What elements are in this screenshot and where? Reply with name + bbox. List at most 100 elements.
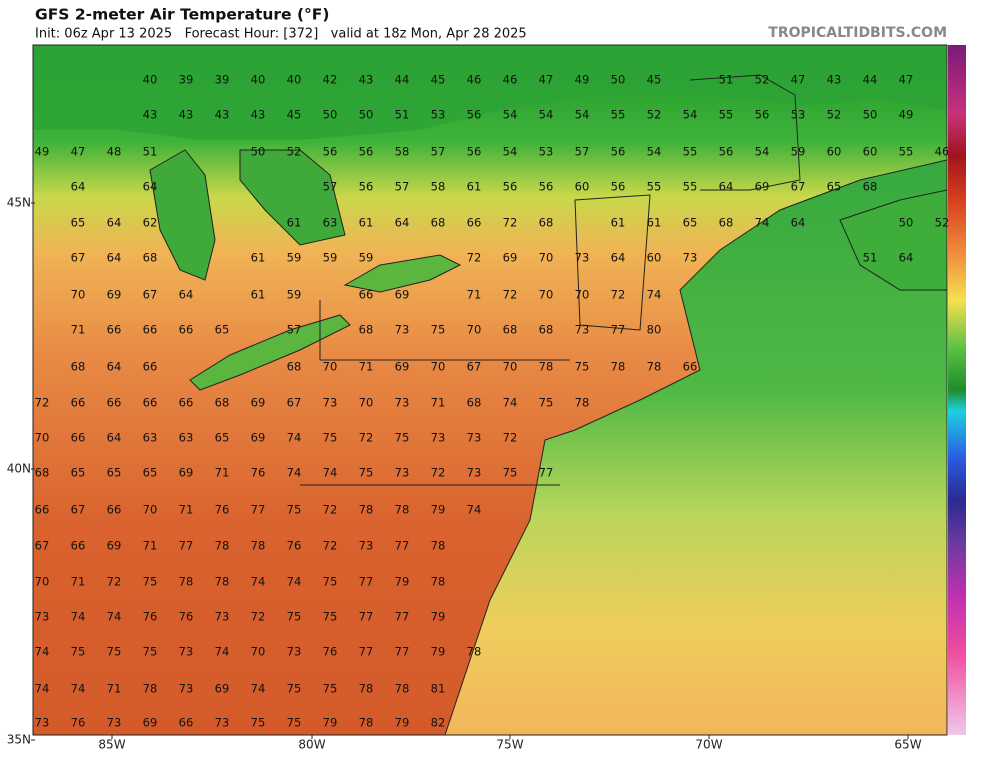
station-value: 53 xyxy=(791,108,806,122)
station-value: 73 xyxy=(323,396,338,410)
station-value: 45 xyxy=(431,73,446,87)
station-value: 78 xyxy=(575,396,590,410)
station-value: 73 xyxy=(215,716,230,730)
station-value: 78 xyxy=(395,503,410,517)
station-value: 55 xyxy=(899,145,914,159)
station-value: 43 xyxy=(359,73,374,87)
station-value: 54 xyxy=(647,145,662,159)
station-value: 61 xyxy=(611,216,626,230)
station-value: 62 xyxy=(143,216,158,230)
station-value: 40 xyxy=(251,73,266,87)
station-value: 52 xyxy=(287,145,302,159)
station-value: 51 xyxy=(395,108,410,122)
station-value: 58 xyxy=(395,145,410,159)
station-value: 56 xyxy=(539,180,554,194)
station-value: 78 xyxy=(395,682,410,696)
station-value: 68 xyxy=(35,466,50,480)
station-value: 66 xyxy=(143,360,158,374)
station-value: 73 xyxy=(467,431,482,445)
station-value: 43 xyxy=(215,108,230,122)
station-value: 68 xyxy=(863,180,878,194)
station-value: 80 xyxy=(647,323,662,337)
station-value: 56 xyxy=(719,145,734,159)
station-value: 66 xyxy=(683,360,698,374)
station-value: 75 xyxy=(107,645,122,659)
station-value: 72 xyxy=(503,288,518,302)
station-value: 75 xyxy=(539,396,554,410)
station-value: 75 xyxy=(251,716,266,730)
station-value: 71 xyxy=(467,288,482,302)
station-value: 79 xyxy=(395,716,410,730)
title: GFS 2-meter Air Temperature (°F) xyxy=(35,6,329,24)
station-value: 60 xyxy=(827,145,842,159)
station-value: 71 xyxy=(179,503,194,517)
station-value: 43 xyxy=(179,108,194,122)
station-value: 51 xyxy=(143,145,158,159)
station-value: 56 xyxy=(503,180,518,194)
station-value: 77 xyxy=(359,610,374,624)
station-value: 75 xyxy=(431,323,446,337)
station-value: 70 xyxy=(503,360,518,374)
station-value: 66 xyxy=(359,288,374,302)
station-value: 63 xyxy=(143,431,158,445)
station-value: 43 xyxy=(251,108,266,122)
station-value: 75 xyxy=(575,360,590,374)
station-value: 50 xyxy=(359,108,374,122)
station-value: 69 xyxy=(395,360,410,374)
station-value: 61 xyxy=(359,216,374,230)
station-value: 76 xyxy=(215,503,230,517)
station-value: 66 xyxy=(35,503,50,517)
station-value: 46 xyxy=(935,145,950,159)
station-value: 69 xyxy=(251,431,266,445)
station-value: 72 xyxy=(251,610,266,624)
station-value: 73 xyxy=(575,323,590,337)
station-value: 66 xyxy=(107,503,122,517)
station-value: 70 xyxy=(323,360,338,374)
station-value: 71 xyxy=(71,323,86,337)
station-value: 74 xyxy=(215,645,230,659)
station-value: 73 xyxy=(107,716,122,730)
station-value: 78 xyxy=(467,645,482,659)
station-value: 56 xyxy=(467,145,482,159)
station-value: 61 xyxy=(467,180,482,194)
station-value: 78 xyxy=(611,360,626,374)
station-value: 73 xyxy=(395,323,410,337)
station-value: 73 xyxy=(467,466,482,480)
station-value: 75 xyxy=(323,431,338,445)
station-value: 70 xyxy=(431,360,446,374)
station-value: 67 xyxy=(467,360,482,374)
station-value: 57 xyxy=(431,145,446,159)
station-value: 73 xyxy=(35,716,50,730)
station-value: 72 xyxy=(431,466,446,480)
station-value: 50 xyxy=(899,216,914,230)
station-value: 73 xyxy=(35,610,50,624)
station-value: 65 xyxy=(143,466,158,480)
station-value: 79 xyxy=(431,645,446,659)
station-value: 71 xyxy=(359,360,374,374)
station-value: 59 xyxy=(287,251,302,265)
station-value: 52 xyxy=(755,73,770,87)
station-value: 77 xyxy=(395,645,410,659)
station-value: 56 xyxy=(755,108,770,122)
station-value: 82 xyxy=(431,716,446,730)
map-axes: 45N 40N 35N 85W 80W 75W 70W 65W xyxy=(7,196,922,752)
station-value: 72 xyxy=(503,216,518,230)
station-value: 39 xyxy=(215,73,230,87)
station-value: 50 xyxy=(611,73,626,87)
station-value: 57 xyxy=(323,180,338,194)
station-value: 73 xyxy=(683,251,698,265)
station-value: 46 xyxy=(467,73,482,87)
station-value: 44 xyxy=(395,73,410,87)
station-value: 70 xyxy=(575,288,590,302)
station-value: 74 xyxy=(35,645,50,659)
station-value: 64 xyxy=(107,251,122,265)
station-value: 57 xyxy=(395,180,410,194)
station-value: 68 xyxy=(539,216,554,230)
station-value: 65 xyxy=(827,180,842,194)
station-value: 66 xyxy=(143,323,158,337)
station-value: 50 xyxy=(251,145,266,159)
station-value: 43 xyxy=(143,108,158,122)
station-value: 64 xyxy=(791,216,806,230)
station-value: 72 xyxy=(359,431,374,445)
